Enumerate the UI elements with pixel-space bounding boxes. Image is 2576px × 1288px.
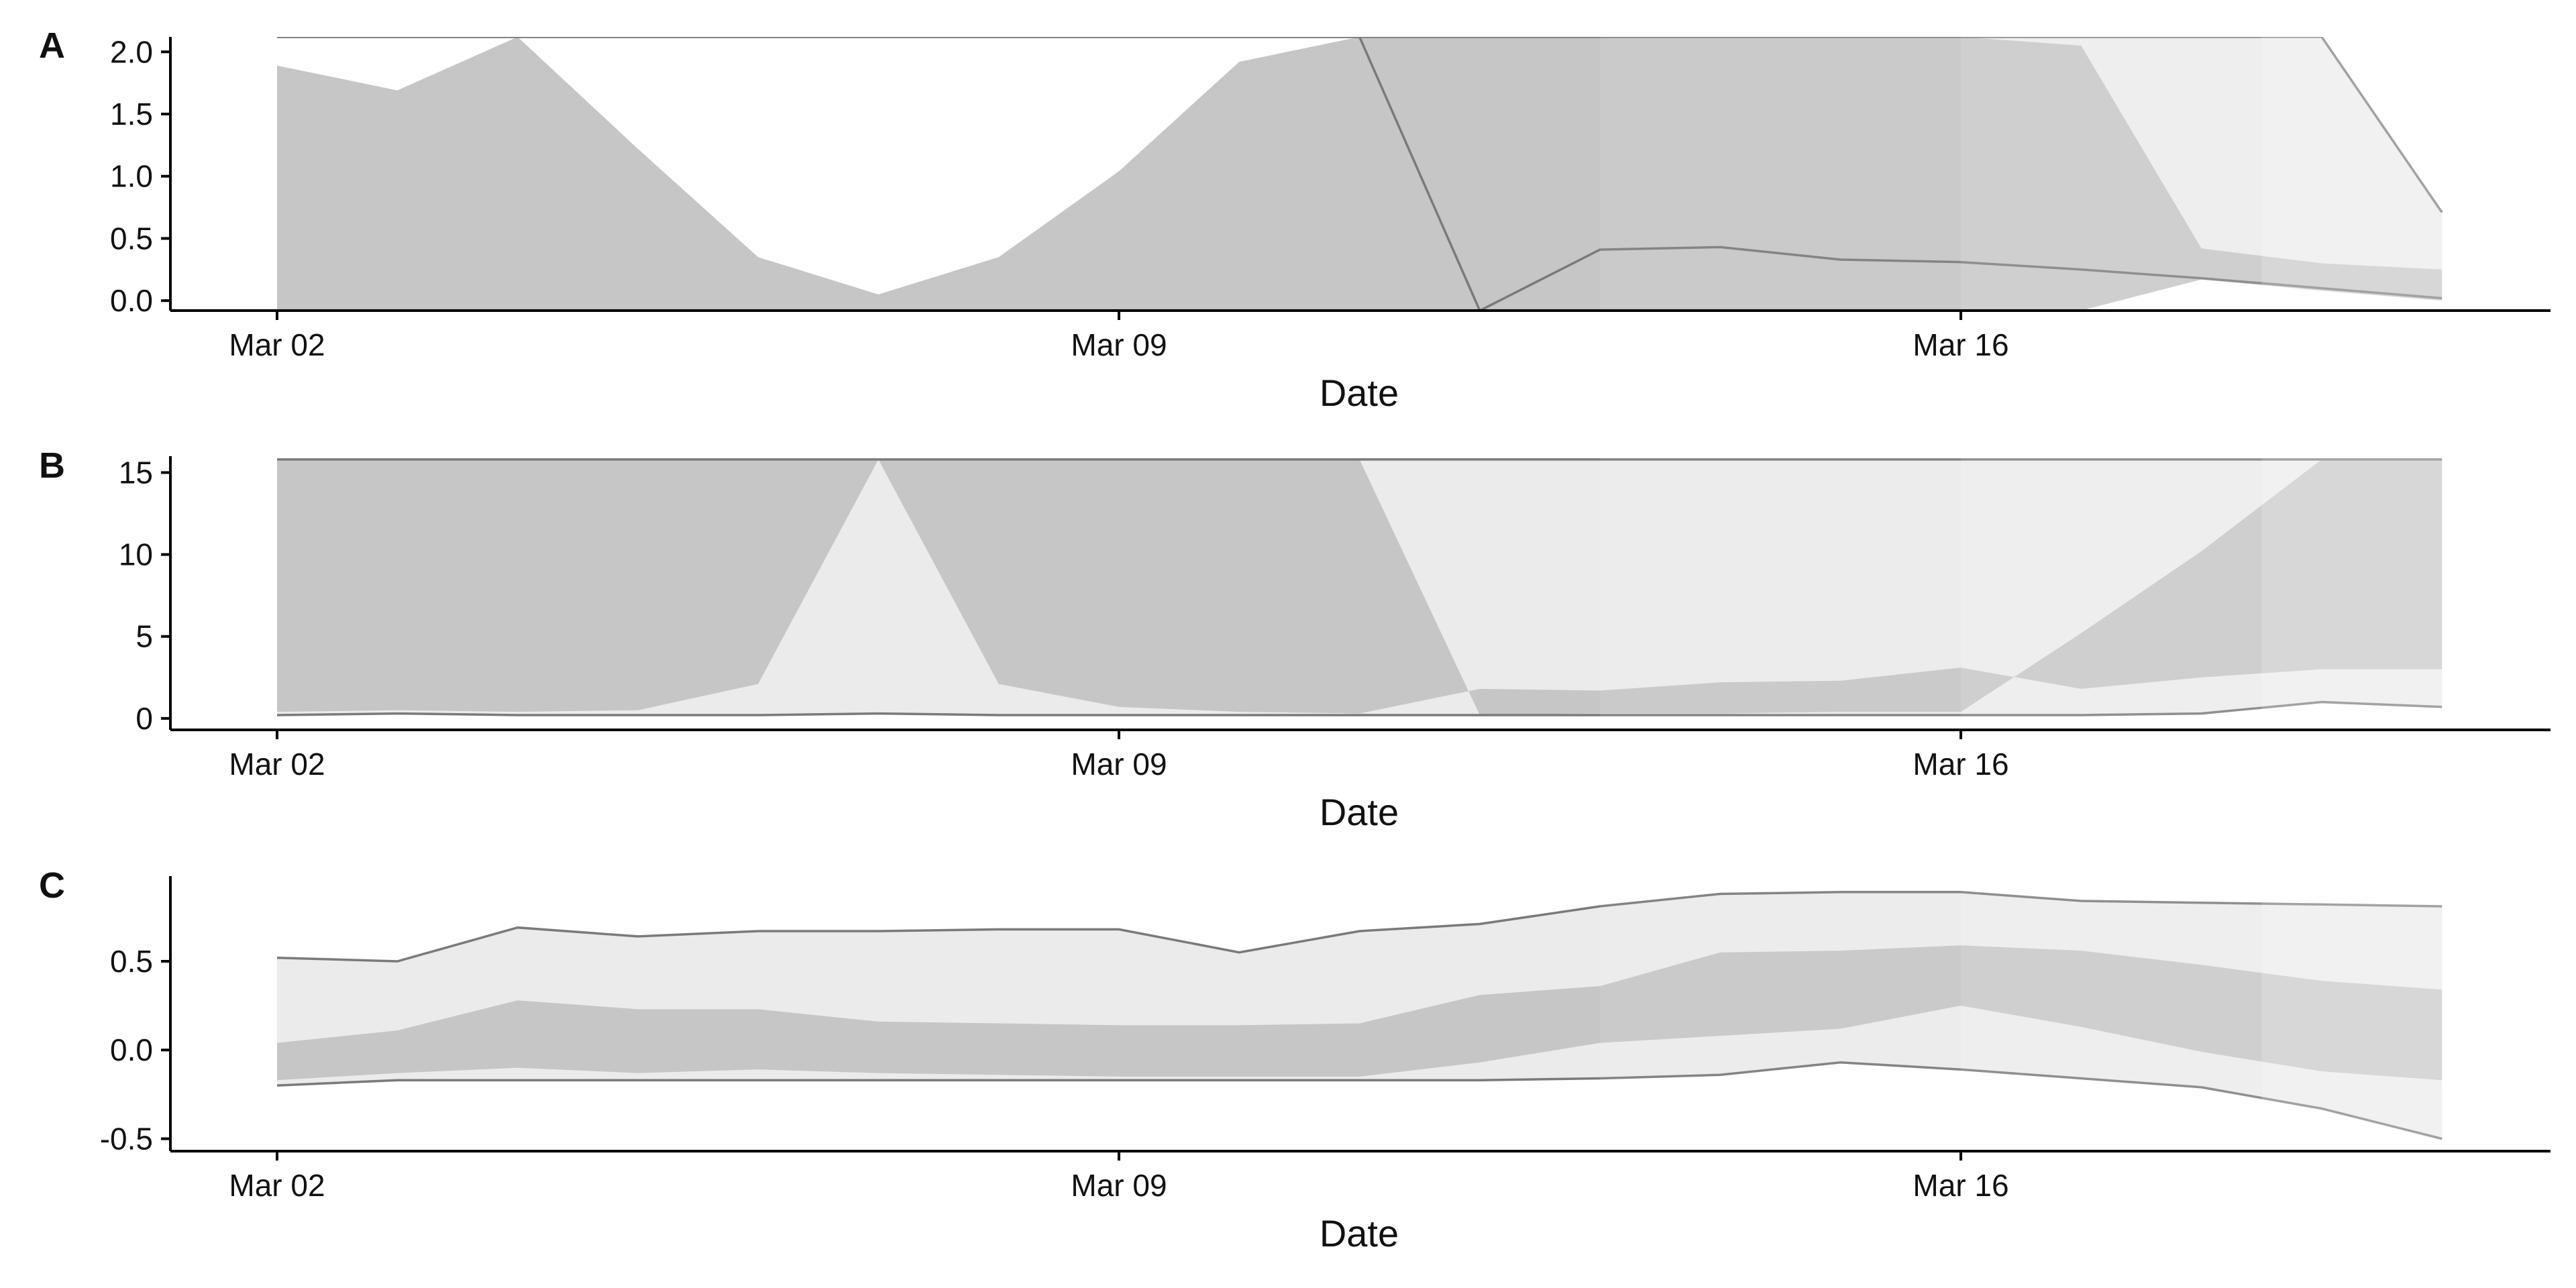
recent-fade-c-2 — [1961, 876, 2262, 1151]
y-tick-label-a: 1.0 — [110, 159, 153, 194]
y-tick-label-b: 5 — [136, 619, 153, 654]
panel-b: B Date 0 5 10 15 Mar 02 Mar 09 Mar 16 — [39, 445, 2551, 833]
y-tick-label-a: 0.5 — [110, 221, 153, 256]
band-inner-c — [277, 945, 2443, 1081]
recent-fade-a-3 — [2261, 37, 2443, 311]
band-inner-b — [277, 459, 2443, 715]
y-tick-label-b: 10 — [119, 537, 153, 572]
panel-tag-a: A — [39, 25, 65, 66]
y-tick-label-b: 0 — [136, 701, 153, 736]
x-tick-label-a: Mar 16 — [1913, 327, 2008, 362]
panel-c: C Date -0.5 0.0 0.5 Mar 02 Mar 09 Mar 16 — [39, 865, 2551, 1254]
y-tick-label-c: 0.0 — [110, 1032, 153, 1067]
y-tick-label-b: 15 — [119, 455, 153, 490]
recent-fade-b-1 — [1600, 456, 1961, 730]
y-tick-label-a: 1.5 — [110, 97, 153, 131]
recent-fade-b-2 — [1961, 456, 2262, 730]
panel-tag-c: C — [39, 865, 65, 906]
plot-area-b — [276, 456, 2443, 730]
recent-fade-b-3 — [2261, 456, 2443, 730]
line-outer-upper-c — [276, 891, 2443, 963]
x-axis-title-a: Date — [1320, 372, 1399, 414]
x-tick-label-c: Mar 16 — [1913, 1168, 2008, 1203]
x-tick-label-b: Mar 02 — [229, 747, 325, 782]
line-outer-lower-c — [276, 1061, 2443, 1140]
recent-fade-a-2 — [1961, 37, 2262, 311]
x-tick-label-a: Mar 09 — [1071, 327, 1167, 362]
x-axis-title-b: Date — [1320, 791, 1399, 833]
line-outer-lower-b — [276, 700, 2443, 716]
band-inner-a — [277, 37, 2443, 311]
panel-tag-b: B — [39, 445, 65, 486]
x-tick-label-b: Mar 16 — [1913, 747, 2008, 782]
x-tick-label-c: Mar 09 — [1071, 1168, 1167, 1203]
y-tick-label-a: 2.0 — [110, 34, 153, 69]
x-axis-title-c: Date — [1320, 1212, 1399, 1254]
y-tick-label-c: -0.5 — [100, 1121, 153, 1156]
plot-area-a — [277, 37, 2443, 311]
y-tick-label-c: 0.5 — [110, 944, 153, 979]
recent-fade-a-1 — [1600, 37, 1961, 311]
x-tick-label-c: Mar 02 — [229, 1168, 325, 1203]
recent-fade-c-1 — [1600, 876, 1961, 1151]
line-outer-lower-a — [277, 37, 2443, 311]
plot-area-c — [276, 876, 2443, 1151]
recent-fade-c-3 — [2261, 876, 2443, 1151]
x-tick-label-a: Mar 02 — [229, 327, 325, 362]
y-tick-label-a: 0.0 — [110, 283, 153, 318]
x-tick-label-b: Mar 09 — [1071, 747, 1167, 782]
panel-a: A Date 0.0 0.5 1.0 1.5 2.0 Mar 02 Mar 09 Mar 16 — [39, 25, 2551, 414]
